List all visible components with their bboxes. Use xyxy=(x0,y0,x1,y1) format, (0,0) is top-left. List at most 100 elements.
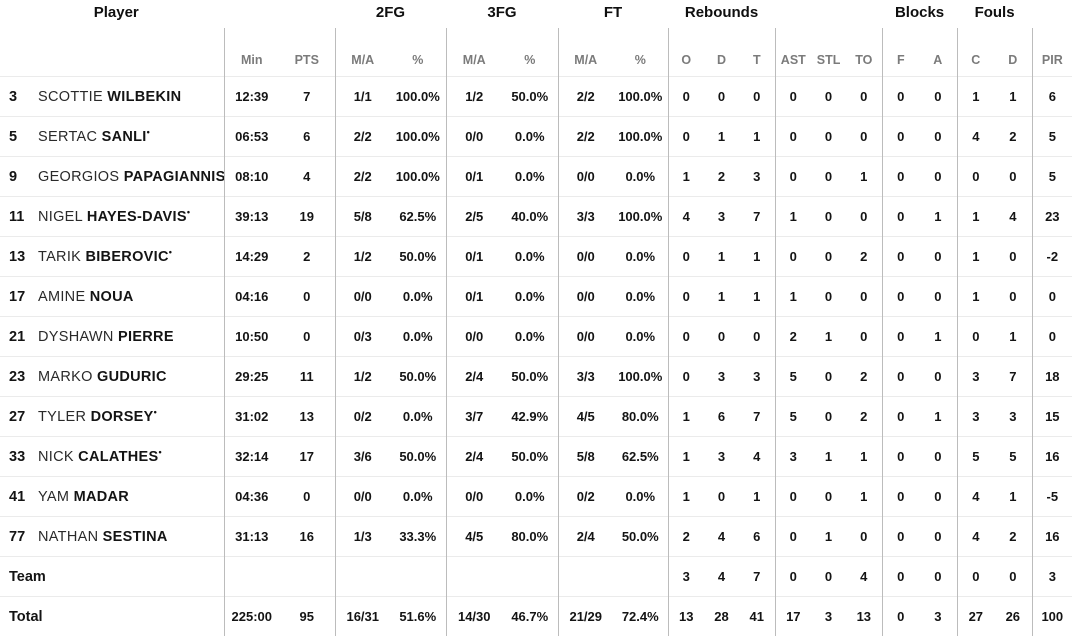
player-last-name: SANLI xyxy=(102,129,147,145)
stl-cell: 0 xyxy=(811,157,846,197)
jersey-number: 9 xyxy=(9,169,38,185)
reb-o-cell: 0 xyxy=(668,117,704,157)
column-header-reb-d: D xyxy=(704,28,739,77)
foul-d-cell: 0 xyxy=(994,237,1032,277)
starter-marker: • xyxy=(158,447,161,457)
column-header-blk-f: F xyxy=(882,28,919,77)
foul-d-cell: 2 xyxy=(994,517,1032,557)
foul-c-cell: 5 xyxy=(957,437,994,477)
blk-f-cell: 0 xyxy=(882,477,919,517)
ft-pct-cell: 100.0% xyxy=(613,197,668,237)
fg3-ma-cell: 1/2 xyxy=(446,77,502,117)
ast-cell: 17 xyxy=(775,597,811,636)
starter-marker: • xyxy=(154,407,157,417)
fg2-ma-cell: 1/1 xyxy=(335,77,390,117)
reb-d-cell: 3 xyxy=(704,357,739,397)
min-cell: 08:10 xyxy=(224,157,279,197)
blk-a-cell: 1 xyxy=(919,317,957,357)
fg3-ma-cell: 14/30 xyxy=(446,597,502,636)
foul-d-cell: 0 xyxy=(994,157,1032,197)
fg3-ma-cell: 0/0 xyxy=(446,477,502,517)
to-cell: 2 xyxy=(846,237,882,277)
reb-o-cell: 1 xyxy=(668,397,704,437)
ft-ma-cell: 2/2 xyxy=(558,77,613,117)
blk-f-cell: 0 xyxy=(882,237,919,277)
fg3-pct-cell: 50.0% xyxy=(502,357,558,397)
column-header-pir: PIR xyxy=(1032,28,1072,77)
ast-cell: 2 xyxy=(775,317,811,357)
ft-ma-cell: 0/0 xyxy=(558,277,613,317)
pir-cell: 100 xyxy=(1032,597,1072,636)
fg2-pct-cell: 100.0% xyxy=(390,157,446,197)
reb-d-cell: 4 xyxy=(704,517,739,557)
blk-a-cell: 0 xyxy=(919,357,957,397)
pir-cell: 15 xyxy=(1032,397,1072,437)
fg2-ma-cell: 5/8 xyxy=(335,197,390,237)
fg2-ma-cell: 0/0 xyxy=(335,477,390,517)
group-header-fouls: Fouls xyxy=(957,0,1032,28)
column-header-ft-ma: M/A xyxy=(558,28,613,77)
blk-a-cell: 1 xyxy=(919,397,957,437)
pir-cell: 0 xyxy=(1032,277,1072,317)
column-header-reb-o: O xyxy=(668,28,704,77)
jersey-number: 17 xyxy=(9,289,38,305)
pir-cell: 16 xyxy=(1032,517,1072,557)
foul-c-cell: 1 xyxy=(957,77,994,117)
row-label-cell: Team xyxy=(0,557,224,597)
column-header-stl: STL xyxy=(811,28,846,77)
player-first-name: SCOTTIE xyxy=(38,89,107,105)
group-header-ft: FT xyxy=(558,0,668,28)
jersey-number: 21 xyxy=(9,329,38,345)
stl-cell: 0 xyxy=(811,277,846,317)
stl-cell: 3 xyxy=(811,597,846,636)
foul-d-cell: 0 xyxy=(994,277,1032,317)
group-header-spacer xyxy=(775,0,882,28)
total-row-label: Total xyxy=(9,609,43,625)
reb-d-cell: 3 xyxy=(704,197,739,237)
fg3-ma-cell: 0/1 xyxy=(446,277,502,317)
foul-d-cell: 5 xyxy=(994,437,1032,477)
min-cell: 225:00 xyxy=(224,597,279,636)
fg2-ma-cell: 2/2 xyxy=(335,157,390,197)
fg2-pct-cell: 62.5% xyxy=(390,197,446,237)
foul-c-cell: 4 xyxy=(957,477,994,517)
foul-c-cell: 4 xyxy=(957,517,994,557)
pts-cell: 7 xyxy=(279,77,335,117)
pts-cell: 2 xyxy=(279,237,335,277)
fg2-ma-cell: 0/0 xyxy=(335,277,390,317)
fg2-ma-cell: 2/2 xyxy=(335,117,390,157)
blk-f-cell: 0 xyxy=(882,397,919,437)
column-header-ft-pct: % xyxy=(613,28,668,77)
to-cell: 0 xyxy=(846,277,882,317)
player-last-name: PIERRE xyxy=(118,329,174,345)
reb-t-cell: 3 xyxy=(739,157,775,197)
fg3-ma-cell: 0/0 xyxy=(446,317,502,357)
player-first-name: AMINE xyxy=(38,289,90,305)
blk-f-cell: 0 xyxy=(882,197,919,237)
foul-c-cell: 0 xyxy=(957,157,994,197)
ast-cell: 0 xyxy=(775,117,811,157)
pts-cell: 17 xyxy=(279,437,335,477)
blk-a-cell: 0 xyxy=(919,557,957,597)
jersey-number: 33 xyxy=(9,449,38,465)
fg2-ma-cell: 3/6 xyxy=(335,437,390,477)
blk-a-cell: 0 xyxy=(919,157,957,197)
foul-d-cell: 7 xyxy=(994,357,1032,397)
player-last-name: DORSEY xyxy=(91,409,154,425)
blk-f-cell: 0 xyxy=(882,557,919,597)
